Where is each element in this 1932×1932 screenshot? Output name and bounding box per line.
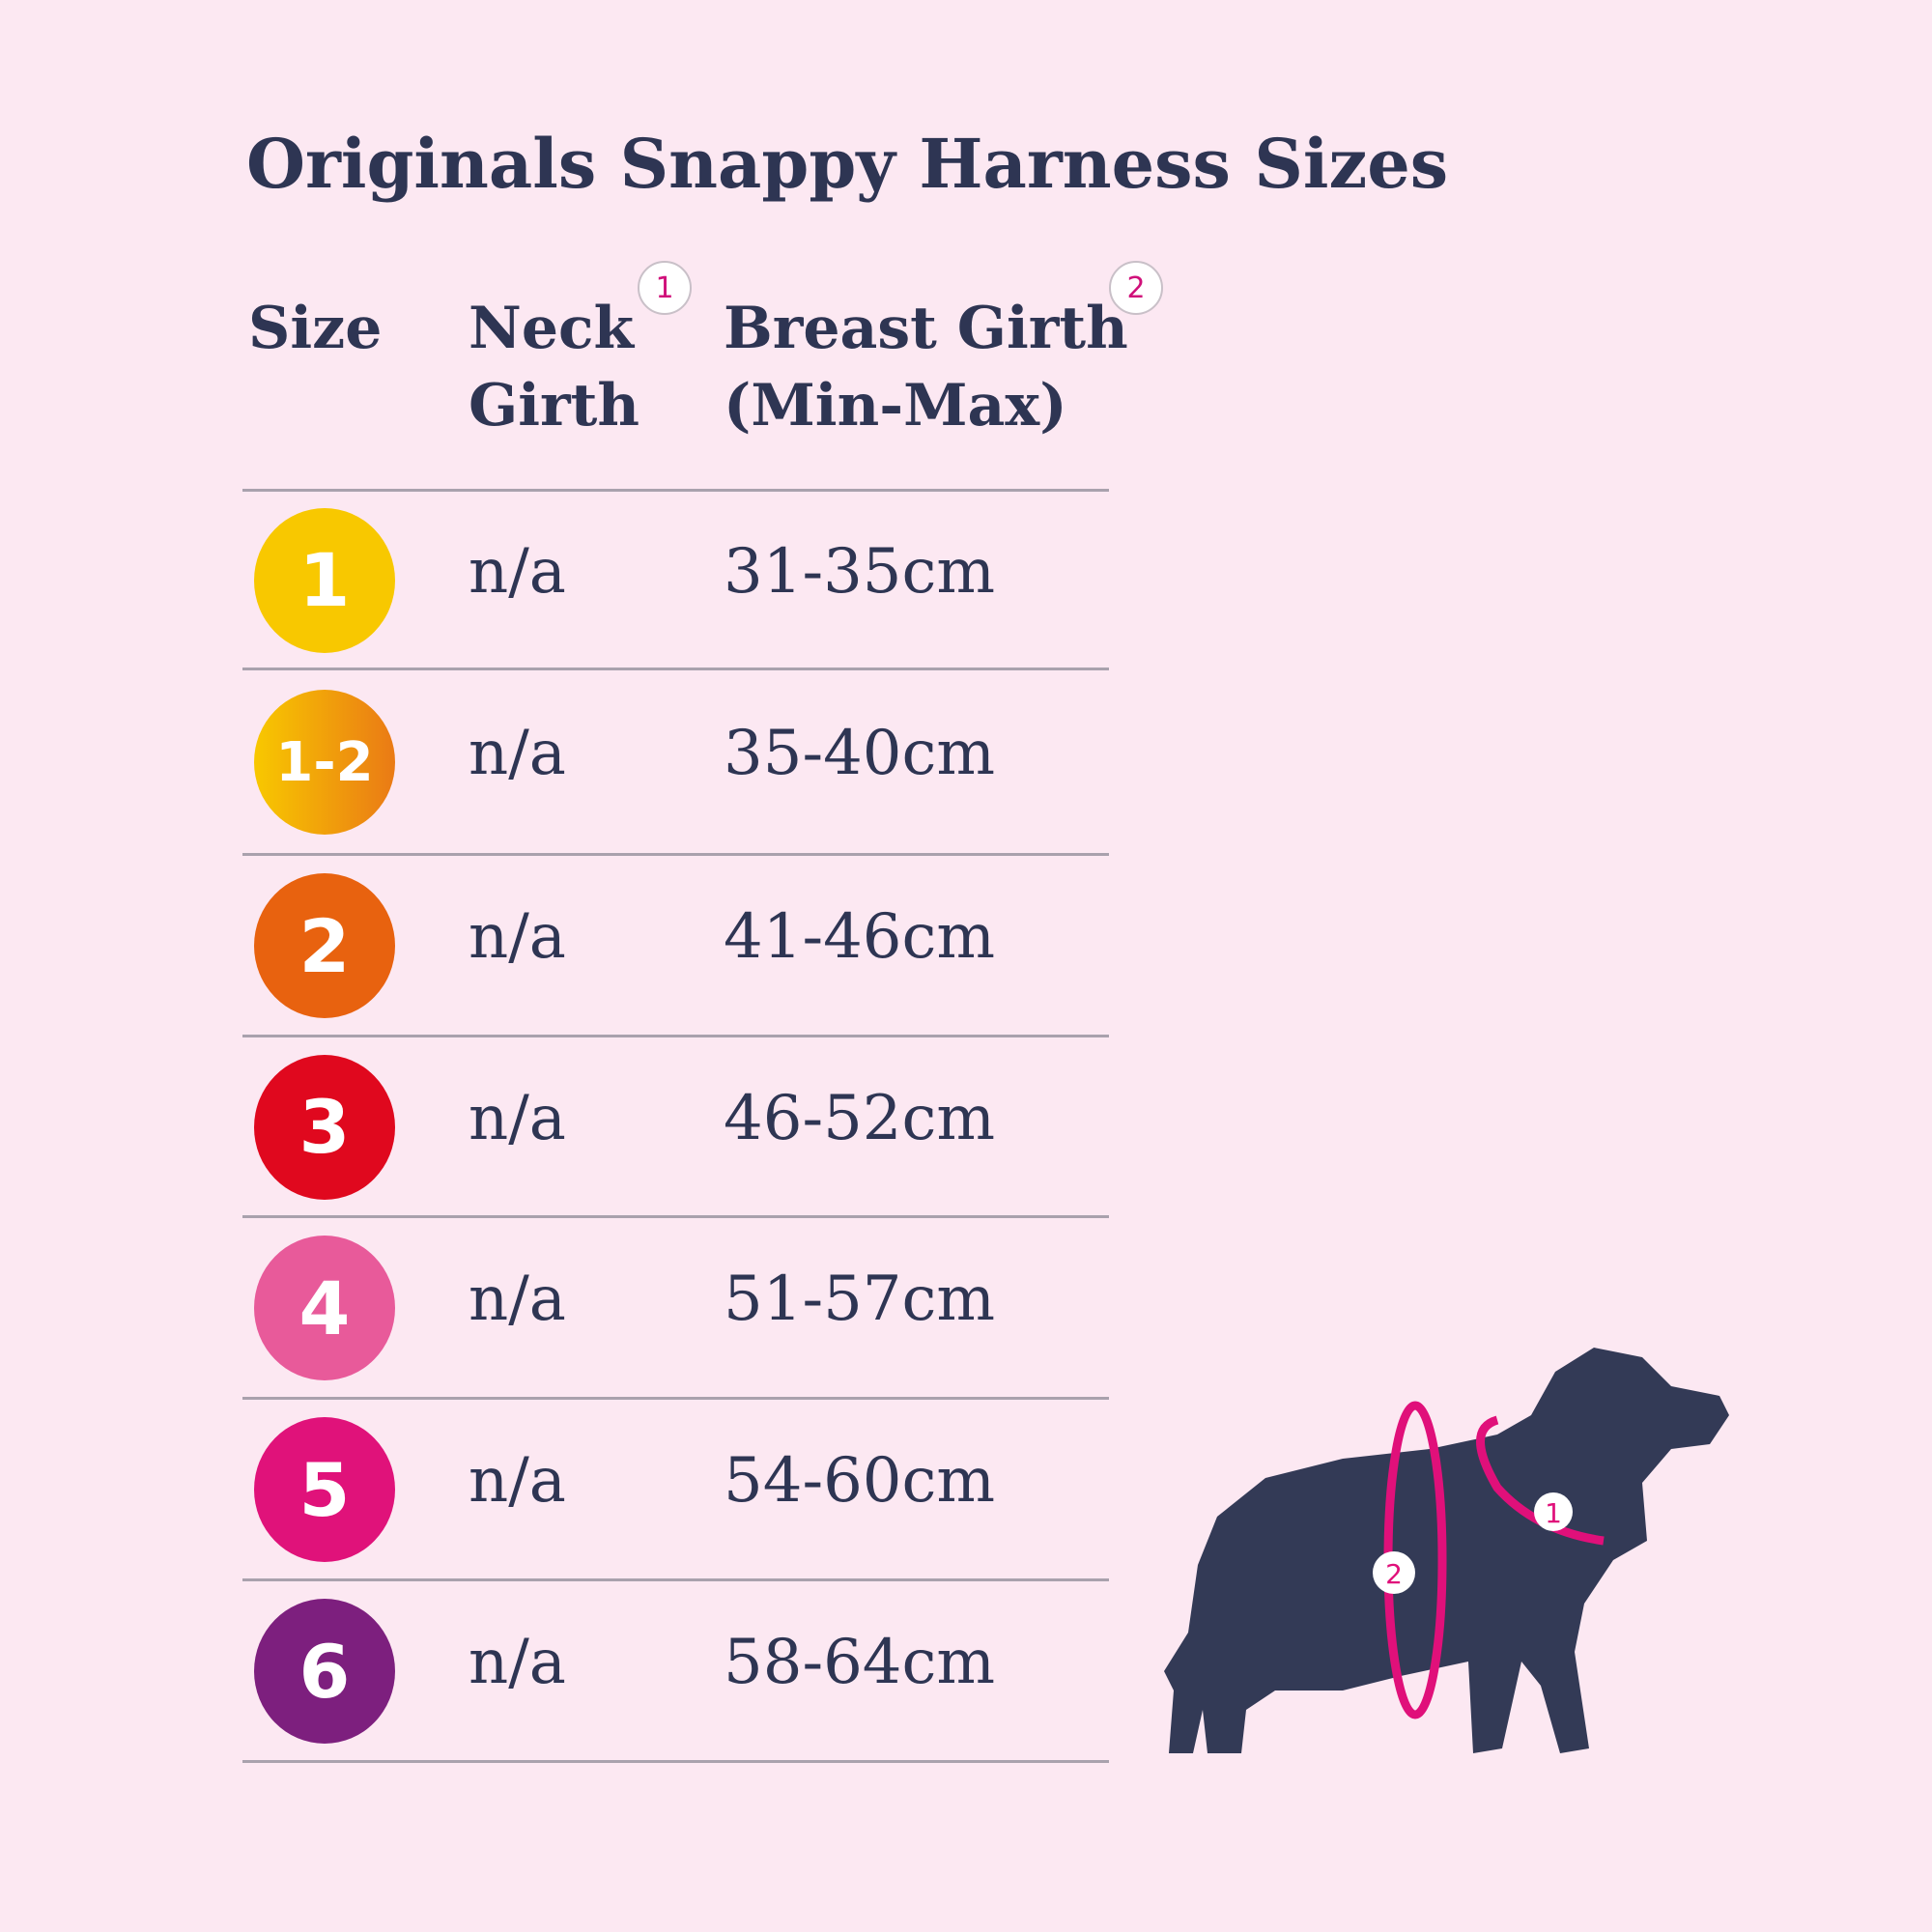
neck-girth-value: n/a	[469, 1082, 566, 1154]
table-row: 3 n/a 46-52cm	[0, 1037, 1159, 1218]
row-divider	[242, 1578, 1109, 1581]
breast-girth-value: 58-64cm	[724, 1627, 996, 1698]
table-row: 2 n/a 41-46cm	[0, 855, 1159, 1037]
neck-girth-value: n/a	[469, 1264, 566, 1335]
row-divider	[242, 1215, 1109, 1218]
row-divider	[242, 853, 1109, 856]
size-badge: 5	[254, 1417, 395, 1562]
neck-marker-icon: 1	[638, 261, 692, 315]
header-neck-line2: Girth	[469, 372, 639, 440]
breast-girth-value: 31-35cm	[724, 535, 996, 608]
row-divider	[242, 1760, 1109, 1763]
neck-girth-value: n/a	[469, 901, 566, 973]
table-row: 4 n/a 51-57cm	[0, 1217, 1159, 1400]
breast-girth-value: 35-40cm	[724, 718, 996, 789]
size-badge: 1	[254, 507, 395, 653]
neck-girth-value: n/a	[469, 535, 566, 608]
breast-girth-value: 46-52cm	[724, 1082, 996, 1154]
diagram-breast-marker: 2	[1385, 1558, 1403, 1590]
size-badge: 3	[254, 1054, 395, 1200]
table-row: 1-2 n/a 35-40cm	[0, 669, 1159, 856]
size-badge: 2	[254, 873, 395, 1018]
breast-girth-value: 51-57cm	[724, 1264, 996, 1335]
dog-silhouette	[1164, 1348, 1729, 1753]
table-row: 1 n/a 31-35cm	[0, 491, 1159, 670]
header-breast-line2: (Min-Max)	[724, 372, 1067, 440]
dog-measurement-diagram: 1 2	[1164, 1348, 1729, 1753]
breast-marker-icon: 2	[1109, 261, 1163, 315]
row-divider	[242, 1397, 1109, 1400]
size-badge: 1-2	[254, 690, 395, 835]
neck-girth-value: n/a	[469, 1445, 566, 1517]
page-title: Originals Snappy Harness Sizes	[246, 124, 1449, 204]
breast-girth-value: 54-60cm	[724, 1445, 996, 1517]
breast-girth-value: 41-46cm	[724, 901, 996, 973]
size-badge: 6	[254, 1599, 395, 1744]
neck-marker-circle	[1534, 1492, 1573, 1531]
table-row: 5 n/a 54-60cm	[0, 1399, 1159, 1581]
size-badge: 4	[254, 1236, 395, 1380]
header-neck-line1: Neck	[469, 295, 635, 362]
header-breast-line1: Breast Girth	[724, 295, 1128, 362]
table-row: 6 n/a 58-64cm	[0, 1580, 1159, 1763]
header-breast-girth: Breast Girth (Min-Max)	[724, 290, 1128, 444]
neck-girth-arrow	[1476, 1415, 1605, 1546]
breast-marker-circle	[1373, 1551, 1415, 1594]
neck-girth-value: n/a	[469, 718, 566, 789]
row-divider	[242, 668, 1109, 670]
neck-girth-value: n/a	[469, 1627, 566, 1698]
row-divider	[242, 1035, 1109, 1037]
header-size: Size	[248, 295, 383, 362]
diagram-neck-marker: 1	[1545, 1497, 1562, 1529]
header-divider	[242, 489, 1109, 492]
header-neck-girth: Neck Girth	[469, 290, 639, 444]
